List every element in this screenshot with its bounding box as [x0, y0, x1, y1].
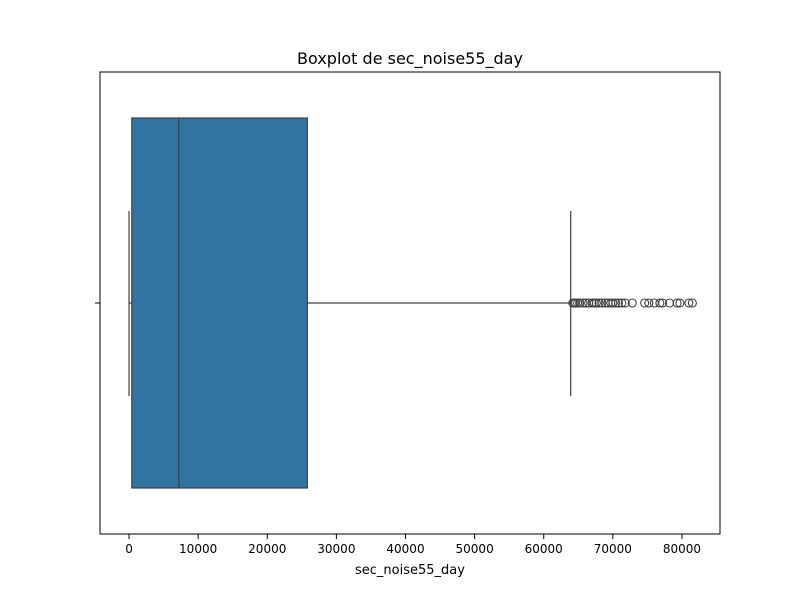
x-axis-label: sec_noise55_day [355, 563, 465, 578]
outlier-point [611, 298, 621, 308]
x-tick-label: 80000 [663, 542, 701, 556]
outlier-point [617, 298, 627, 308]
x-tick-label: 50000 [456, 542, 494, 556]
x-tick-label: 40000 [386, 542, 424, 556]
outlier-point [578, 298, 588, 308]
x-tick-label: 30000 [317, 542, 355, 556]
outlier-point [672, 298, 682, 308]
outlier-point [608, 298, 618, 308]
outlier-point [658, 298, 668, 308]
outlier-point [594, 298, 604, 308]
outlier-point [613, 298, 623, 308]
x-axis-ticks: 0 10000 20000 30000 40000 50000 60000 70000 8000… [125, 534, 701, 556]
iqr-box [131, 117, 308, 489]
x-tick-label: 20000 [248, 542, 286, 556]
outlier-point [575, 298, 585, 308]
outlier-point [591, 298, 601, 308]
chart-title: Boxplot de sec_noise55_day [297, 49, 523, 69]
outlier-point [627, 298, 637, 308]
x-tick-label: 70000 [594, 542, 632, 556]
x-tick-label: 0 [125, 542, 133, 556]
outlier-point [644, 298, 654, 308]
x-tick-label: 10000 [179, 542, 217, 556]
x-tick-label: 60000 [525, 542, 563, 556]
outlier-point [597, 298, 607, 308]
outlier-point [675, 298, 685, 308]
outlier-point [640, 298, 650, 308]
outlier-point [655, 298, 665, 308]
outlier-point [687, 298, 697, 308]
outlier-point [684, 298, 694, 308]
chart-marks [128, 117, 697, 489]
outlier-point [620, 298, 630, 308]
